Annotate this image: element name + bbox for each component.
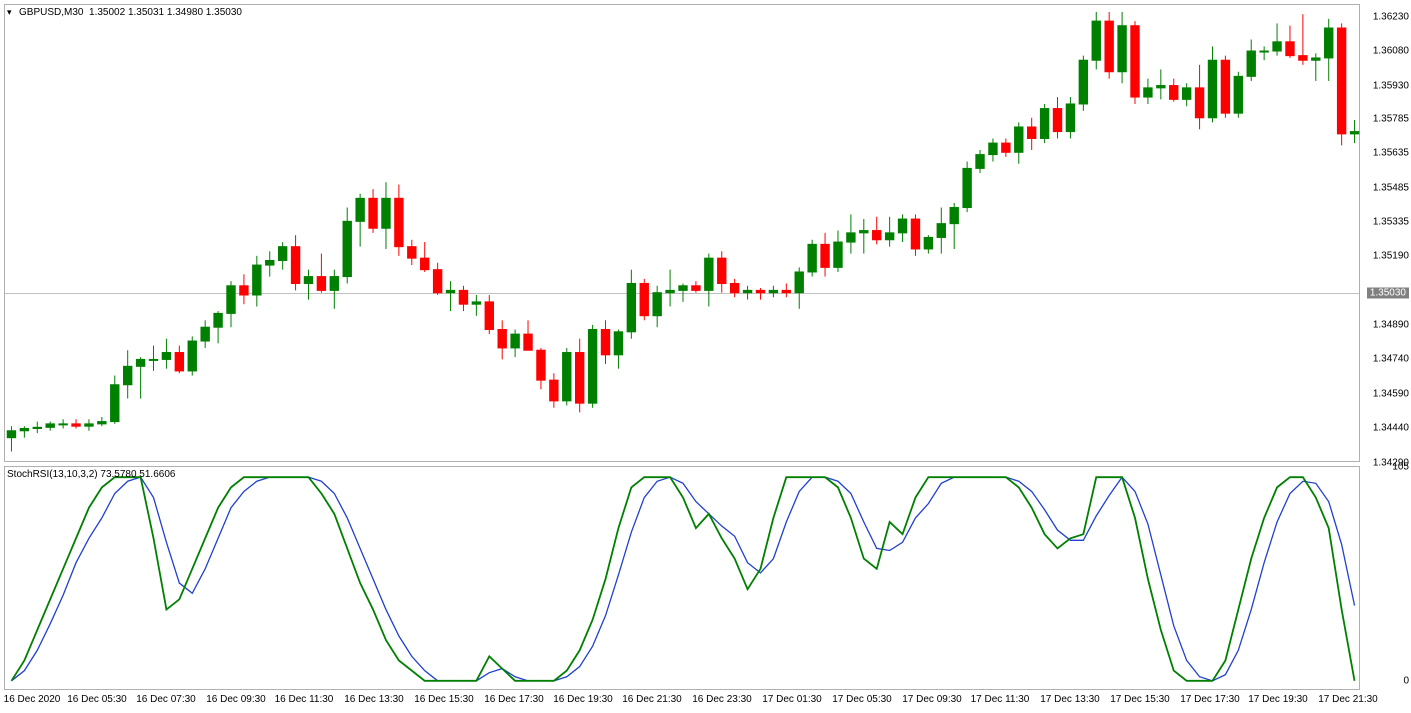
x-tick: 17 Dec 09:30 [902, 694, 962, 705]
x-tick: 16 Dec 19:30 [553, 694, 613, 705]
y-tick: 1.34590 [1373, 388, 1409, 399]
y-tick: 0 [1403, 675, 1409, 686]
x-tick: 17 Dec 15:30 [1110, 694, 1170, 705]
x-tick: 16 Dec 13:30 [344, 694, 404, 705]
y-tick: 1.35635 [1373, 148, 1409, 159]
chart-header-label: GBPUSD,M30 1.35002 1.35031 1.34980 1.350… [19, 7, 242, 18]
y-tick: 1.35190 [1373, 250, 1409, 261]
x-tick: 16 Dec 05:30 [67, 694, 127, 705]
x-tick: 16 Dec 17:30 [484, 694, 544, 705]
x-tick: 16 Dec 21:30 [622, 694, 682, 705]
y-tick: 1.35335 [1373, 217, 1409, 228]
main-chart[interactable]: ▾ GBPUSD,M30 1.35002 1.35031 1.34980 1.3… [4, 4, 1360, 462]
x-axis: 16 Dec 2020 16 Dec 05:30 16 Dec 07:30 16 De… [4, 694, 1360, 708]
indicator-header-label: StochRSI(13,10,3,2) 73.5780 51.6606 [7, 469, 175, 480]
y-tick: 105 [1392, 462, 1409, 473]
y-tick: 1.34890 [1373, 319, 1409, 330]
chart-menu-dropdown-icon[interactable]: ▾ [7, 7, 17, 17]
x-tick: 17 Dec 01:30 [762, 694, 822, 705]
x-tick: 16 Dec 23:30 [692, 694, 752, 705]
indicator-svg [5, 467, 1361, 691]
main-y-axis: 1.36230 1.36080 1.35930 1.35785 1.35635 1.354… [1361, 5, 1409, 461]
y-tick: 1.35485 [1373, 182, 1409, 193]
x-tick: 17 Dec 21:30 [1318, 694, 1378, 705]
candlestick-svg [5, 5, 1361, 463]
x-tick: 17 Dec 13:30 [1040, 694, 1100, 705]
x-tick: 17 Dec 19:30 [1248, 694, 1308, 705]
indicator-y-axis: 1050 [1361, 467, 1409, 689]
x-tick: 16 Dec 09:30 [206, 694, 266, 705]
ohlc-label: 1.35002 1.35031 1.34980 1.35030 [89, 7, 242, 18]
symbol-label: GBPUSD,M30 [19, 7, 83, 18]
x-tick: 17 Dec 11:30 [971, 694, 1030, 705]
y-tick: 1.34440 [1373, 423, 1409, 434]
y-tick: 1.34740 [1373, 354, 1409, 365]
x-tick: 16 Dec 2020 [4, 694, 61, 705]
x-tick: 16 Dec 15:30 [414, 694, 474, 705]
x-tick: 16 Dec 11:30 [275, 694, 334, 705]
y-tick: 1.35030 [1367, 287, 1409, 298]
y-tick: 1.36230 [1373, 11, 1409, 22]
y-tick: 1.35930 [1373, 80, 1409, 91]
y-tick: 1.36080 [1373, 46, 1409, 57]
x-tick: 17 Dec 05:30 [832, 694, 892, 705]
x-tick: 17 Dec 17:30 [1180, 694, 1240, 705]
x-tick: 16 Dec 07:30 [136, 694, 196, 705]
y-tick: 1.35785 [1373, 113, 1409, 124]
indicator-chart[interactable]: StochRSI(13,10,3,2) 73.5780 51.6606 1050 [4, 466, 1360, 690]
